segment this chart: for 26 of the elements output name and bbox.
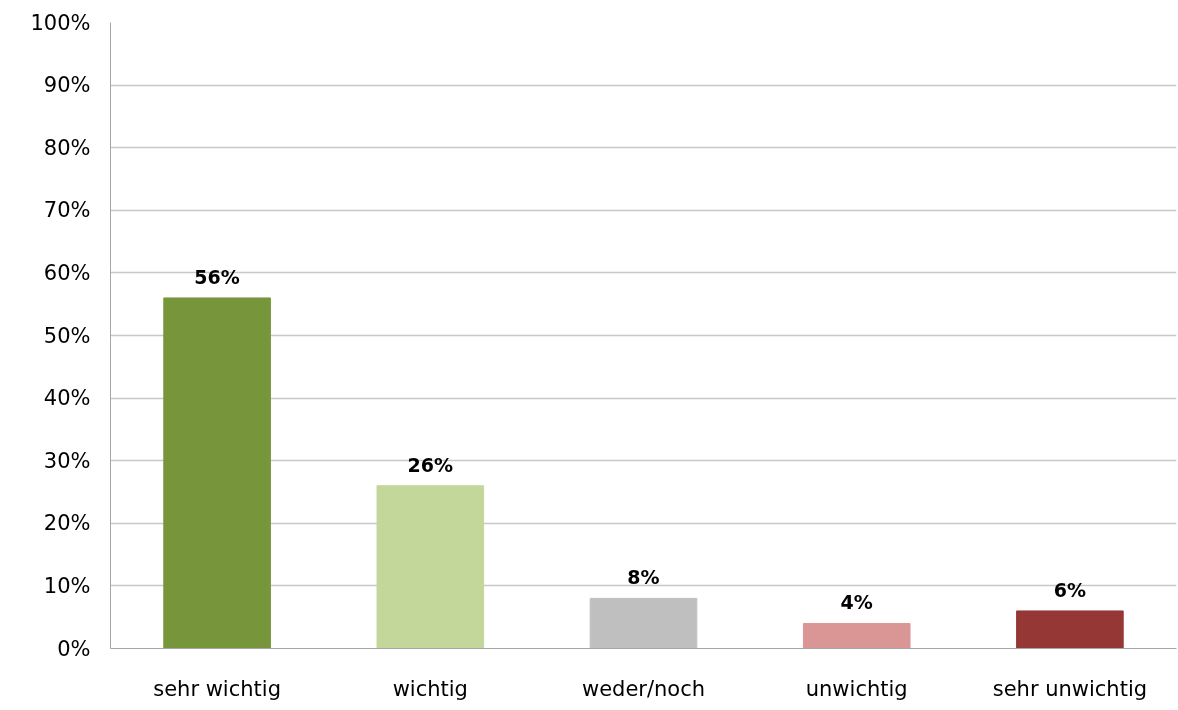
data-label: 6% (1053, 578, 1087, 601)
y-tick-label: 60% (43, 260, 91, 285)
data-label: 56% (194, 265, 240, 288)
y-tick-label: 40% (43, 386, 91, 411)
y-tick-label: 30% (43, 448, 91, 473)
y-tick-label: 50% (43, 323, 91, 348)
bar (376, 485, 485, 649)
bar (589, 597, 698, 649)
x-tick-label: sehr wichtig (153, 676, 281, 701)
x-tick-label: weder/noch (581, 676, 706, 701)
x-tick-label: wichtig (392, 676, 468, 701)
bar (163, 297, 271, 649)
x-tick-label: sehr unwichtig (992, 676, 1148, 701)
y-tick-label: 20% (43, 511, 91, 536)
bar (802, 622, 911, 649)
bar (1016, 610, 1124, 649)
x-tick-label: unwichtig (805, 676, 908, 701)
y-tick-label: 90% (43, 73, 91, 98)
y-tick-label: 80% (43, 135, 91, 160)
data-label: 8% (627, 566, 660, 589)
y-tick-label: 70% (43, 198, 91, 223)
data-label: 4% (840, 591, 873, 614)
y-tick-label: 10% (43, 573, 91, 598)
data-label: 26% (407, 453, 454, 476)
y-tick-label: 100% (30, 10, 91, 35)
y-tick-label: 0% (57, 636, 91, 661)
